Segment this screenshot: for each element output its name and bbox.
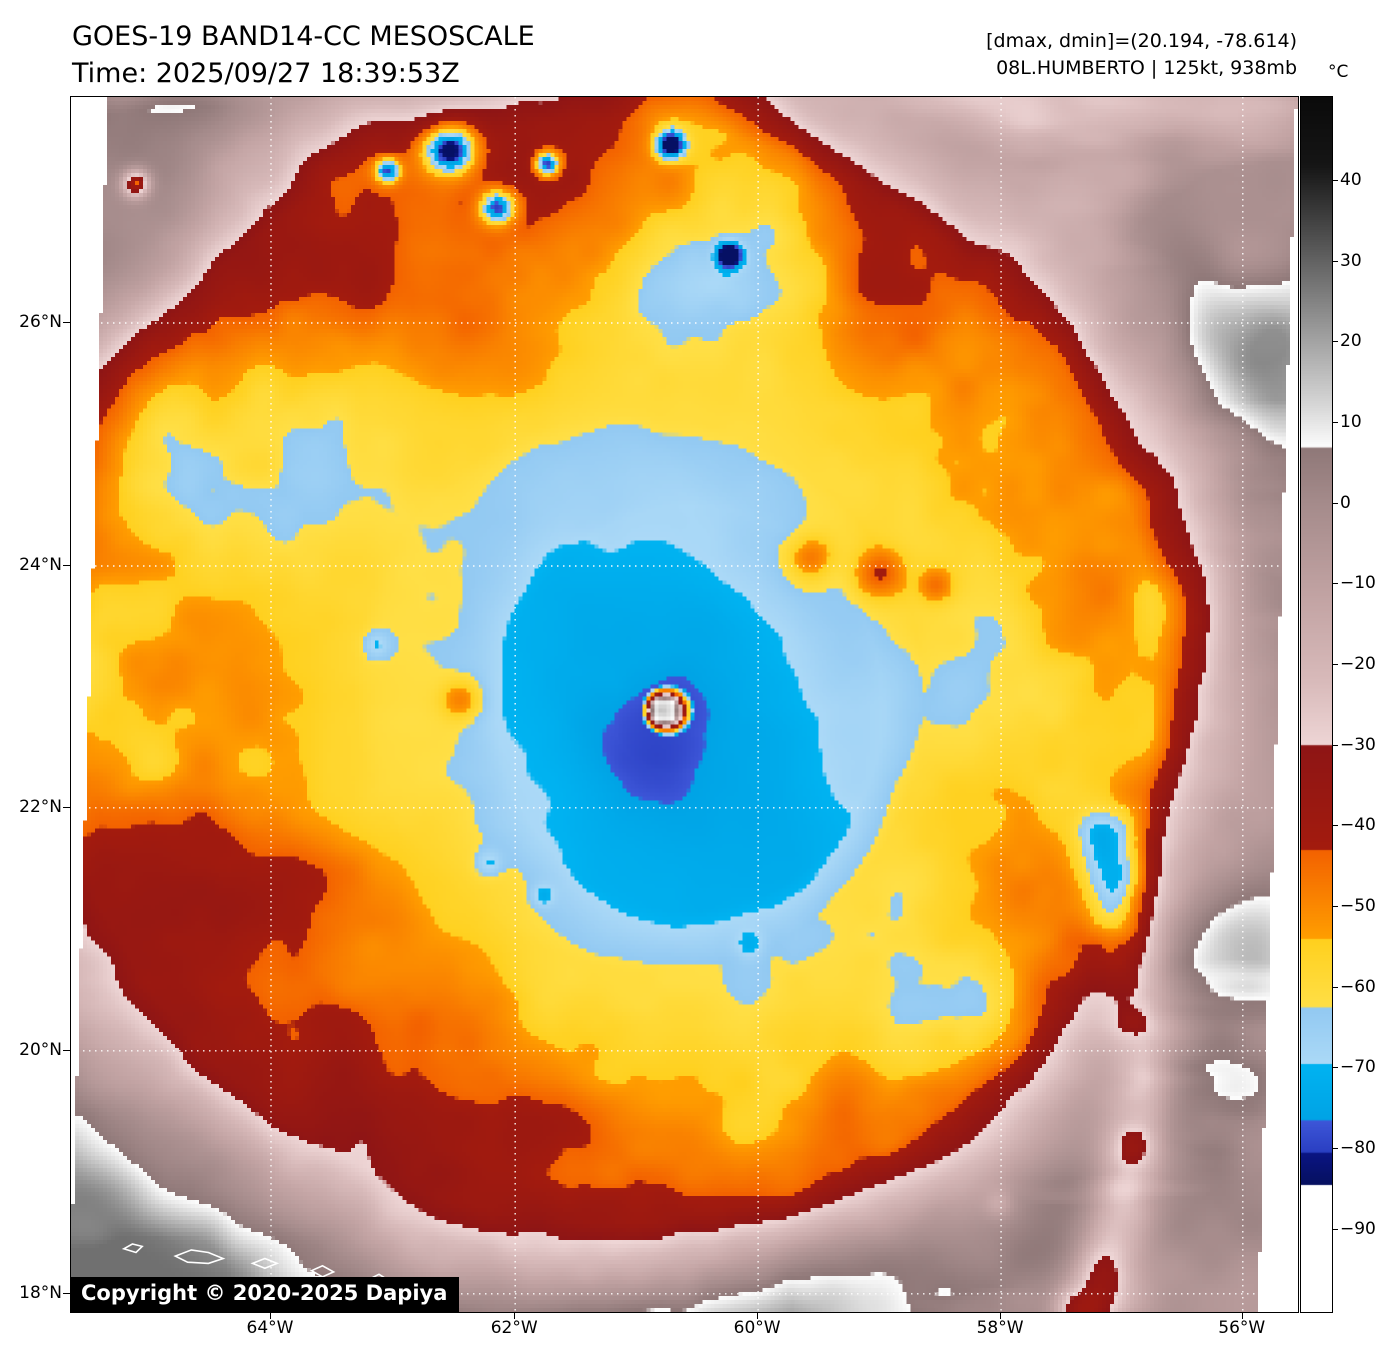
lat-tick-mark — [63, 1049, 70, 1051]
colorbar-tick-label: −30 — [1340, 734, 1376, 755]
coastline — [250, 1257, 280, 1270]
coastline — [121, 1243, 144, 1254]
colorbar-tick-label: 0 — [1340, 492, 1351, 513]
lat-tick-label: 18°N — [19, 1282, 62, 1303]
lat-tick-label: 20°N — [19, 1039, 62, 1060]
lon-tick-label: 62°W — [490, 1318, 538, 1338]
colorbar-tick-label: 20 — [1340, 331, 1362, 352]
lat-tick-mark — [63, 564, 70, 566]
colorbar-tick-mark — [1332, 825, 1338, 827]
colorbar-tick-label: −50 — [1340, 896, 1376, 916]
satellite-map: Copyright © 2020-2025 Dapiya — [70, 96, 1299, 1313]
colorbar-tick-label: −80 — [1340, 1138, 1376, 1159]
product-title: GOES-19 BAND14-CC MESOSCALE — [72, 21, 535, 52]
lon-tick-label: 60°W — [733, 1318, 781, 1338]
lat-tick-mark — [63, 806, 70, 808]
colorbar-tick-label: 10 — [1340, 411, 1362, 432]
colorbar-tick-mark — [1332, 260, 1338, 262]
grid-overlay — [71, 97, 1298, 1312]
info-block: [dmax, dmin]=(20.194, -78.614) 08L.HUMBE… — [986, 28, 1297, 82]
colorbar-tick-mark — [1332, 341, 1338, 343]
lat-tick-mark — [63, 1292, 70, 1294]
product-time: Time: 2025/09/27 18:39:53Z — [72, 58, 460, 89]
colorbar — [1300, 96, 1333, 1313]
lon-tick-label: 58°W — [976, 1318, 1024, 1338]
colorbar-tick-mark — [1332, 663, 1338, 665]
lat-tick-label: 24°N — [19, 554, 62, 575]
lat-tick-label: 22°N — [19, 796, 62, 817]
colorbar-tick-label: 40 — [1340, 169, 1362, 190]
lat-tick-label: 26°N — [19, 311, 62, 332]
copyright-label: Copyright © 2020-2025 Dapiya — [71, 1277, 460, 1312]
storm-info: 08L.HUMBERTO | 125kt, 938mb — [996, 57, 1297, 79]
lon-tick-mark — [270, 1312, 271, 1319]
colorbar-tick-label: −60 — [1340, 976, 1376, 997]
colorbar-tick-mark — [1332, 1148, 1338, 1150]
satellite-imagery-canvas — [71, 97, 1298, 1312]
coastline — [173, 1249, 226, 1265]
colorbar-tick-mark — [1332, 179, 1338, 181]
colorbar-tick-label: −90 — [1340, 1218, 1376, 1239]
colorbar-tick-label: 30 — [1340, 250, 1362, 271]
colorbar-tick-mark — [1332, 502, 1338, 504]
coastline — [309, 1264, 336, 1278]
lon-tick-mark — [514, 1312, 516, 1319]
colorbar-tick-label: −70 — [1340, 1057, 1376, 1078]
colorbar-tick-mark — [1332, 583, 1338, 585]
colorbar-tick-label: −10 — [1340, 573, 1376, 594]
lon-tick-mark — [1241, 1312, 1243, 1319]
lon-tick-mark — [1000, 1312, 1002, 1319]
lon-tick-label: 64°W — [246, 1318, 294, 1338]
lon-tick-mark — [757, 1312, 759, 1319]
data-range-info: [dmax, dmin]=(20.194, -78.614) — [986, 30, 1297, 52]
colorbar-unit-label: °C — [1328, 62, 1349, 82]
colorbar-tick-mark — [1332, 986, 1338, 988]
lat-tick-mark — [63, 321, 70, 323]
lon-tick-label: 56°W — [1218, 1318, 1266, 1338]
colorbar-tick-mark — [1332, 1067, 1338, 1069]
colorbar-tick-label: −20 — [1340, 653, 1376, 674]
colorbar-tick-mark — [1332, 906, 1338, 907]
title-block: GOES-19 BAND14-CC MESOSCALE Time: 2025/0… — [72, 18, 535, 92]
colorbar-tick-label: −40 — [1340, 815, 1376, 836]
colorbar-tick-mark — [1332, 744, 1338, 746]
colorbar-tick-mark — [1332, 1228, 1338, 1230]
colorbar-tick-mark — [1332, 421, 1338, 423]
